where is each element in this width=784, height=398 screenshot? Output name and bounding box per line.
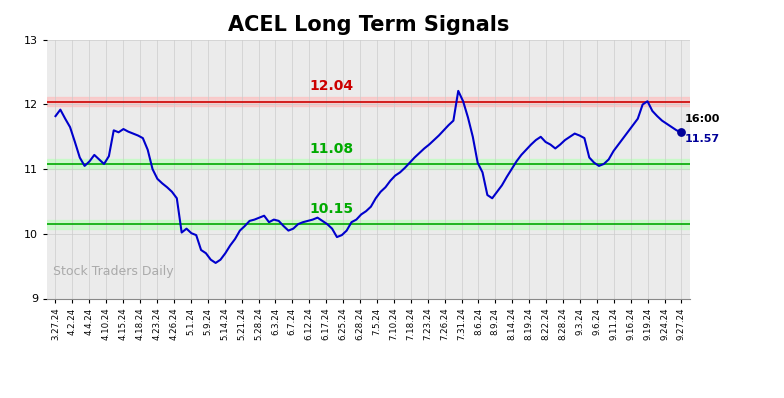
Title: ACEL Long Term Signals: ACEL Long Term Signals [228,16,509,35]
Bar [47,160,690,168]
Bar [47,220,690,228]
Text: 16:00: 16:00 [685,114,720,124]
Text: 11.57: 11.57 [685,134,720,144]
Bar [47,98,690,106]
Text: 10.15: 10.15 [310,202,354,216]
Point [675,129,688,135]
Text: 11.08: 11.08 [310,142,354,156]
Text: 12.04: 12.04 [310,80,354,94]
Text: Stock Traders Daily: Stock Traders Daily [53,265,174,278]
